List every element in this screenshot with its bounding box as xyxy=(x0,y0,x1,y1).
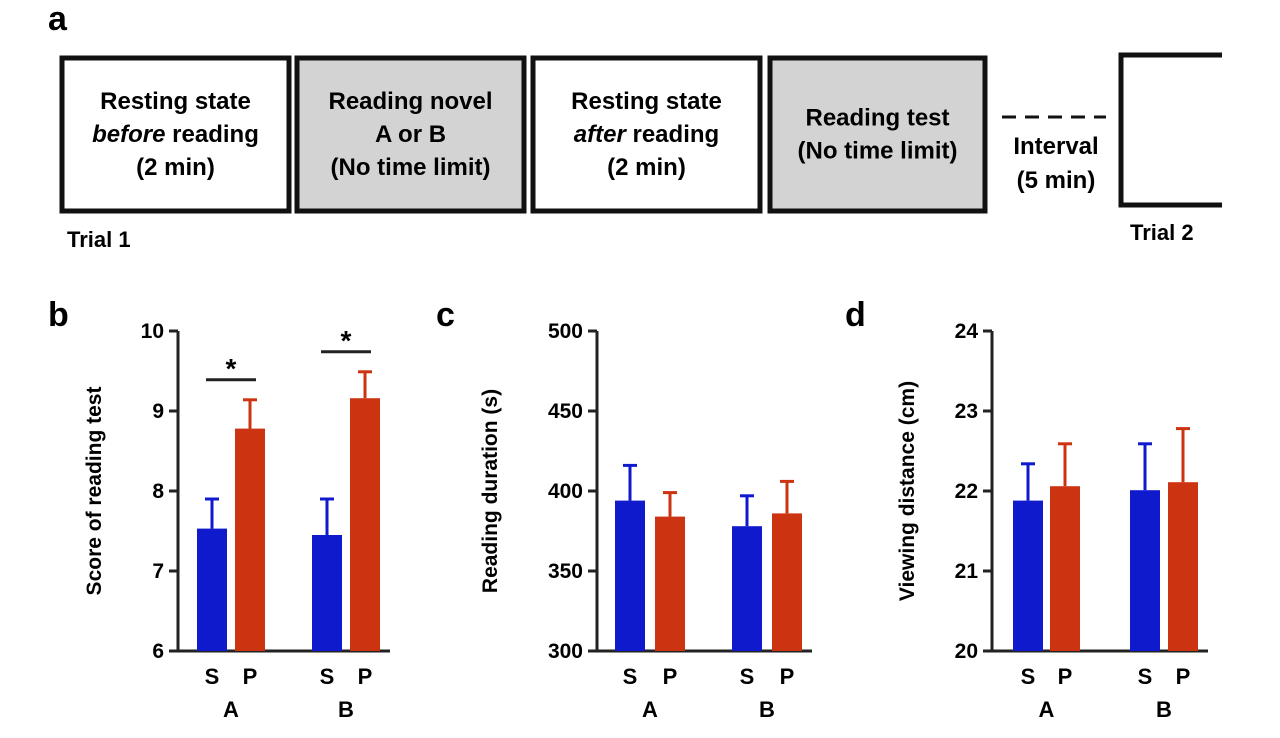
group-label-A: A xyxy=(1039,697,1055,722)
protocol-box-line: Resting state xyxy=(571,88,722,115)
group-label-B: B xyxy=(759,697,775,722)
panel-letter-b: b xyxy=(48,296,69,334)
bar-B-P xyxy=(1168,482,1198,651)
panel-letter-c: c xyxy=(436,296,455,334)
trial1-label: Trial 1 xyxy=(67,227,131,252)
bar-label-S: S xyxy=(740,664,755,689)
text-span: reading xyxy=(626,121,719,148)
bar-label-S: S xyxy=(320,664,335,689)
panel-letter-d: d xyxy=(845,296,866,334)
bar-label-P: P xyxy=(243,664,258,689)
protocol-box-line: (2 min) xyxy=(136,154,215,181)
y-tick-label: 400 xyxy=(548,480,583,503)
protocol-box-line: (No time limit) xyxy=(331,154,491,181)
text-span: reading xyxy=(166,121,259,148)
protocol-box-2: Reading novel A or B (No time limit) xyxy=(294,55,527,214)
y-tick-label: 9 xyxy=(152,400,164,423)
bar-label-S: S xyxy=(205,664,220,689)
group-label-A: A xyxy=(642,697,658,722)
bar-label-P: P xyxy=(780,664,795,689)
text-span: (2 min) xyxy=(607,154,686,181)
protocol-box-4: Reading test (No time limit) xyxy=(767,55,988,214)
bar-A-P xyxy=(655,516,685,651)
y-tick-label: 22 xyxy=(955,480,978,503)
y-tick-label: 300 xyxy=(548,640,583,663)
protocol-box-frame xyxy=(294,55,527,214)
bar-label-P: P xyxy=(1176,664,1191,689)
y-tick-label: 23 xyxy=(955,400,978,423)
bar-A-S xyxy=(197,528,227,651)
text-span: (No time limit) xyxy=(331,154,491,181)
protocol-box-frame xyxy=(59,55,292,214)
trial2-box-frame xyxy=(1118,52,1222,208)
significance-star: * xyxy=(226,353,237,384)
interval-label: (5 min) xyxy=(1017,167,1096,194)
text-span: Reading novel xyxy=(328,88,492,115)
italic-word: before xyxy=(92,121,165,148)
trial2-label: Trial 2 xyxy=(1130,220,1194,245)
y-axis-label: Viewing distance (cm) xyxy=(896,381,919,601)
protocol-diagram: a Resting state before reading (2 min) Readi… xyxy=(48,0,1222,252)
text-span: Reading test xyxy=(805,105,949,132)
y-tick-label: 450 xyxy=(548,400,583,423)
text-span: Resting state xyxy=(100,88,251,115)
protocol-box-frame xyxy=(530,55,763,214)
y-tick-label: 6 xyxy=(152,640,164,663)
bar-B-P xyxy=(350,398,380,651)
y-tick-label: 7 xyxy=(152,560,164,583)
protocol-box-line: A or B xyxy=(375,121,446,148)
text-span: Resting state xyxy=(571,88,722,115)
bar-B-P xyxy=(772,513,802,651)
interval-label: Interval xyxy=(1013,133,1098,160)
bar-A-S xyxy=(615,500,645,651)
bar-label-S: S xyxy=(623,664,638,689)
protocol-box-line: Reading novel xyxy=(328,88,492,115)
group-label-A: A xyxy=(223,697,239,722)
protocol-box-line: after reading xyxy=(574,121,719,148)
y-axis-label: Reading duration (s) xyxy=(479,389,502,593)
protocol-box-line: before reading xyxy=(92,121,259,148)
protocol-box-line: (No time limit) xyxy=(798,138,958,165)
y-axis-label: Score of reading test xyxy=(83,387,106,596)
italic-word: after xyxy=(574,121,628,148)
bar-A-P xyxy=(235,428,265,651)
bar-label-P: P xyxy=(358,664,373,689)
y-tick-label: 350 xyxy=(548,560,583,583)
significance-star: * xyxy=(341,325,352,356)
y-tick-label: 8 xyxy=(152,480,164,503)
y-tick-label: 10 xyxy=(141,320,164,343)
group-label-B: B xyxy=(1156,697,1172,722)
y-tick-label: 20 xyxy=(955,640,978,663)
y-tick-label: 24 xyxy=(955,320,979,343)
y-tick-label: 21 xyxy=(955,560,979,583)
bar-A-S xyxy=(1013,500,1043,651)
bar-label-P: P xyxy=(663,664,678,689)
text-span: (2 min) xyxy=(136,154,215,181)
bar-B-S xyxy=(1130,490,1160,651)
bar-label-S: S xyxy=(1021,664,1036,689)
protocol-box-line: Resting state xyxy=(100,88,251,115)
bar-label-S: S xyxy=(1138,664,1153,689)
y-tick-label: 500 xyxy=(548,320,583,343)
text-span: (No time limit) xyxy=(798,138,958,165)
bar-B-S xyxy=(732,526,762,651)
protocol-box-frame xyxy=(767,55,988,214)
protocol-box-1: Resting state before reading (2 min) xyxy=(59,55,292,214)
protocol-box-3: Resting state after reading (2 min) xyxy=(530,55,763,214)
bar-B-S xyxy=(312,535,342,651)
bar-A-P xyxy=(1050,486,1080,651)
panel-letter-a: a xyxy=(48,0,68,38)
bar-label-P: P xyxy=(1058,664,1073,689)
text-span: A or B xyxy=(375,121,446,148)
group-label-B: B xyxy=(338,697,354,722)
protocol-box-line: (2 min) xyxy=(607,154,686,181)
protocol-box-line: Reading test xyxy=(805,105,949,132)
